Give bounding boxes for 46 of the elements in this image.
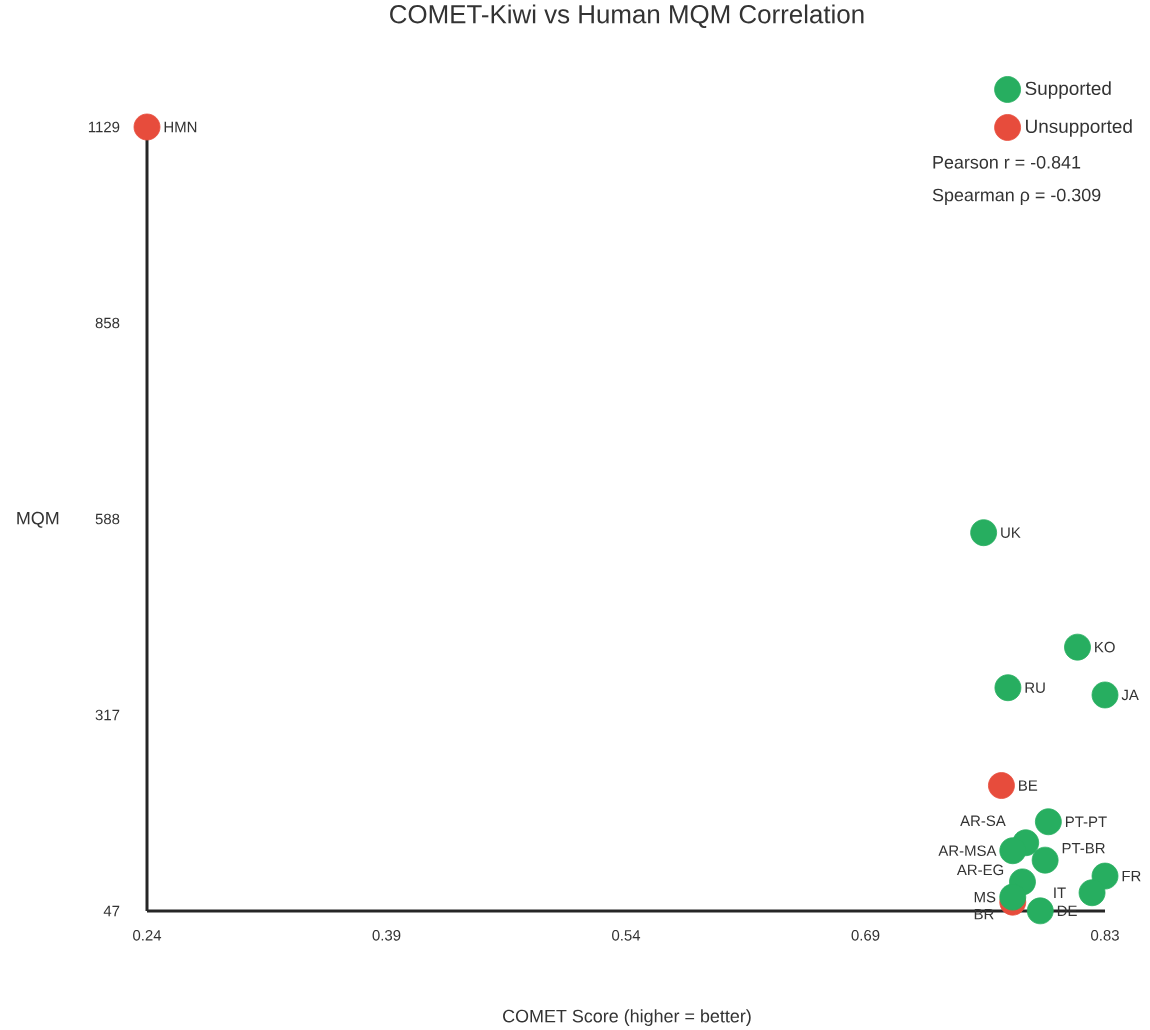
y-tick-label: 1129 <box>88 121 120 133</box>
annotation: Spearman ρ = -0.309 <box>932 188 1101 205</box>
point <box>1091 681 1119 709</box>
point <box>994 674 1022 702</box>
x-tick-label: 0.24 <box>133 930 162 941</box>
legend-label: Supported <box>1025 81 1111 99</box>
annotation: Pearson r = -0.841 <box>933 155 1081 169</box>
annotation: MS <box>974 891 996 903</box>
y-tick-label: 317 <box>95 709 120 721</box>
annotation: HMN <box>164 121 197 133</box>
annotation: DE <box>1057 905 1077 916</box>
point <box>1026 897 1054 925</box>
point <box>988 772 1015 799</box>
point <box>1091 862 1119 890</box>
x-tick-label: 0.54 <box>612 930 641 941</box>
point <box>999 837 1027 865</box>
y-axis-title: MQM <box>17 511 59 528</box>
point <box>1064 633 1091 661</box>
x-tick-label: 0.83 <box>1091 930 1119 941</box>
y-tick-label: 588 <box>95 513 120 525</box>
annotation: FR <box>1122 870 1141 882</box>
annotation: UK <box>1001 527 1021 538</box>
annotation: JA <box>1121 689 1139 701</box>
annotation: AR-EG <box>956 864 1004 876</box>
annotation: AR-SA <box>960 815 1006 827</box>
y-tick-label: 858 <box>95 317 120 329</box>
x-axis-title: COMET Score (higher = better) <box>503 1009 751 1026</box>
point <box>1031 846 1059 874</box>
y-tick-label: 47 <box>103 905 120 917</box>
annotation: PT-BR <box>1062 843 1105 854</box>
annotation: PT-PT <box>1065 816 1107 827</box>
x-tick-label: 0.69 <box>851 930 880 941</box>
annotation: BE <box>1019 780 1038 791</box>
annotation: IT <box>1054 887 1066 898</box>
point <box>1078 879 1106 907</box>
point <box>970 519 998 547</box>
point <box>1034 808 1062 836</box>
annotation: AR-MSA <box>938 845 997 857</box>
point <box>999 883 1027 911</box>
point <box>133 113 161 141</box>
annotation: BR <box>974 909 994 920</box>
chart-title: COMET-Kiwi vs Human MQM Correlation <box>390 4 864 29</box>
annotation: RU <box>1025 682 1045 693</box>
legend-label: Unsupported <box>1026 119 1132 137</box>
annotation: KO <box>1095 641 1115 653</box>
x-tick-label: 0.39 <box>372 930 401 941</box>
